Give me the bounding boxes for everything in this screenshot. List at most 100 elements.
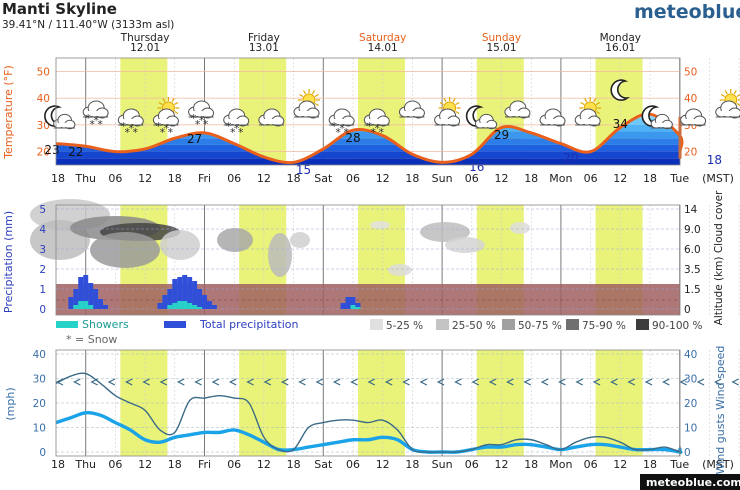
wind-direction-arrow	[610, 378, 618, 386]
wind-direction-arrow	[194, 378, 202, 386]
footer-brand[interactable]: meteoblue.com	[646, 476, 740, 489]
wind-tick-right: 20	[684, 398, 697, 410]
time-label: Tue	[669, 458, 689, 471]
precip-bar	[172, 279, 178, 309]
time-label: 18	[405, 172, 419, 185]
wind-direction-arrow	[471, 378, 480, 386]
temp-band	[56, 144, 680, 152]
wind-direction-arrow	[384, 378, 393, 386]
svg-text:*: *	[85, 112, 91, 125]
precip-bar	[88, 283, 94, 309]
sun-cloud-icon	[434, 97, 461, 127]
cloud-cover	[445, 237, 485, 253]
wind-direction-arrow	[107, 378, 116, 386]
temp-tick-right: 50	[684, 66, 697, 78]
wind-panel: 0 0 10 10 20 20 30 30 40 40 (mph) Wind gusts Wind s…	[4, 346, 740, 474]
panel-frame	[55, 57, 681, 166]
time-label: Mon	[549, 458, 572, 471]
temp-annotation: 16	[469, 160, 484, 174]
wind-direction-arrow	[731, 378, 739, 386]
wind-direction-arrow	[454, 378, 462, 386]
moon-cloud-icon	[641, 105, 673, 130]
svg-text:*: *	[93, 114, 99, 127]
svg-text:*: *	[89, 118, 95, 131]
precip-bar	[192, 305, 198, 309]
svg-text:*: *	[379, 126, 385, 139]
brand-logo[interactable]: meteoblue	[634, 1, 740, 23]
precip-bar	[350, 305, 356, 309]
svg-text:*: *	[195, 118, 201, 131]
precip-bar	[83, 275, 89, 309]
time-label: 18	[524, 458, 538, 471]
time-label: 06	[108, 458, 122, 471]
temp-tick-left: 50	[37, 66, 50, 78]
temp-band	[56, 158, 680, 165]
time-label: 12	[376, 458, 390, 471]
moon-icon	[610, 79, 631, 101]
wind-direction-arrow	[627, 378, 635, 386]
time-label: Thu	[74, 172, 96, 185]
cloud-cover	[90, 232, 160, 268]
wind-direction-arrow	[488, 378, 497, 386]
precipitation-panel: 0 1 2 3 4 5 0 1.5 3.5 6.0 9.0 14 Precipitation (mm) A…	[2, 190, 740, 325]
precip-tick: 0	[39, 304, 46, 316]
sun-cloud-icon	[574, 97, 602, 127]
precip-bar	[211, 305, 217, 309]
wind-tick-right: 40	[684, 349, 697, 361]
total-precip-label: Total precipitation	[199, 318, 299, 331]
day-date: 16.01	[605, 42, 635, 54]
temp-band	[56, 131, 680, 139]
time-label: 06	[108, 172, 122, 185]
day-name: Thursday	[120, 32, 170, 44]
time-label: 06	[346, 172, 360, 185]
temp-band	[56, 138, 680, 145]
cloud-swatch	[436, 319, 449, 330]
time-label: 06	[465, 458, 479, 471]
coordinates: 39.41°N / 111.40°W (3133m asl)	[2, 19, 174, 31]
moon-cloud-icon	[465, 105, 498, 130]
altitude-tick: 6.0	[684, 244, 701, 256]
time-label: 12	[376, 172, 390, 185]
precip-bar	[172, 303, 178, 309]
svg-text:*: *	[164, 122, 170, 135]
temp-annotation: 29	[494, 128, 509, 142]
temp-tick-right: 40	[684, 93, 697, 105]
wind-direction-arrow	[315, 378, 324, 386]
temp-annotation: 18	[707, 153, 722, 167]
svg-text:*: *	[230, 126, 236, 139]
total-precip-swatch	[164, 321, 186, 328]
wind-tick-right: 10	[684, 423, 697, 435]
wind-direction-arrow	[263, 378, 272, 386]
precip-bar	[103, 305, 108, 309]
time-label: 06	[584, 172, 598, 185]
precipitation-legend: Showers Total precipitation * = Snow 5-25 %…	[56, 318, 703, 346]
altitude-tick: 14	[684, 204, 698, 216]
cloud-cover	[268, 233, 292, 277]
day-name: Friday	[248, 32, 280, 44]
wind-direction-arrow	[592, 378, 601, 386]
panel-frame	[55, 204, 681, 316]
wind-direction-arrow	[298, 378, 306, 386]
snow-note: * = Snow	[66, 333, 117, 346]
time-label: Tue	[669, 172, 689, 185]
wind-direction-arrow	[436, 378, 445, 386]
svg-text:*: *	[339, 122, 345, 135]
time-label: 18	[405, 458, 419, 471]
day-date: 15.01	[486, 42, 516, 54]
time-label: Sun	[432, 458, 453, 471]
time-label: 18	[287, 172, 301, 185]
cloud-legend-label: 25-50 %	[452, 320, 496, 332]
svg-text:*: *	[125, 126, 131, 139]
wind-direction-arrow	[211, 378, 220, 386]
showers-swatch	[56, 321, 78, 328]
wind-direction-arrow	[176, 378, 185, 386]
cloud-icon	[504, 100, 531, 119]
temp-annotation: 23	[44, 143, 59, 157]
time-label: 06	[346, 458, 360, 471]
precip-bar	[345, 297, 351, 309]
svg-text:*: *	[168, 126, 174, 139]
time-label: 12	[613, 458, 627, 471]
precip-bar	[157, 303, 163, 309]
cloud-cover	[370, 221, 390, 229]
precip-bar	[340, 303, 346, 309]
